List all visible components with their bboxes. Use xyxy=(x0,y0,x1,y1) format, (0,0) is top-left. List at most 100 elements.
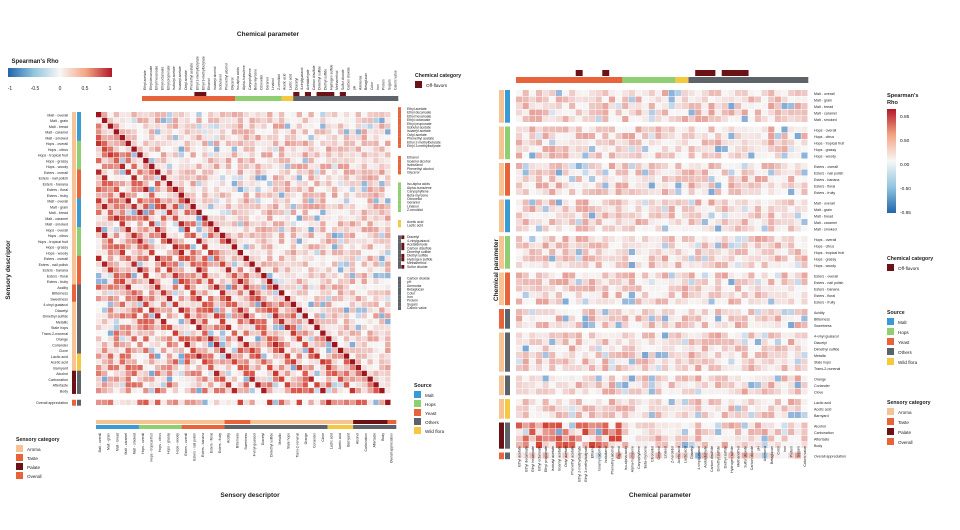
left-heat-cell xyxy=(166,382,173,388)
right-heat-cell xyxy=(549,139,556,146)
left-heat-cell xyxy=(125,388,131,394)
left-heat-cell xyxy=(160,376,167,382)
left-heat-cell xyxy=(131,163,137,169)
left-row-label: Bitterness xyxy=(52,292,68,296)
left-heat-cell xyxy=(214,209,220,215)
left-heat-cell xyxy=(149,342,155,348)
right-row-category-cell xyxy=(499,375,504,383)
right-heat-cell xyxy=(721,103,728,109)
right-heat-cell xyxy=(542,116,549,122)
right-heat-cell xyxy=(774,322,781,328)
left-heat-cell xyxy=(385,278,391,284)
left-heat-cell xyxy=(267,273,273,279)
left-heat-cell xyxy=(166,192,173,198)
left-heat-cell xyxy=(255,192,261,198)
left-heat-cell xyxy=(225,140,232,146)
right-heat-cell xyxy=(622,96,629,103)
left-row-category-cell xyxy=(72,123,76,130)
right-heat-cell xyxy=(589,206,596,212)
right-heat-cell xyxy=(595,163,602,169)
right-heat-cell xyxy=(642,146,649,152)
right-heat-cell xyxy=(595,219,602,225)
left-heat-cell xyxy=(202,163,208,169)
left-heat-cell xyxy=(178,238,184,244)
left-heat-cell xyxy=(196,301,202,307)
left-top-chemical-label: Sugars xyxy=(387,79,391,90)
right-top-source-cell xyxy=(662,77,669,83)
left-heat-cell xyxy=(261,336,267,342)
left-heat-cell xyxy=(308,169,314,175)
left-heat-cell xyxy=(355,158,361,164)
right-heat-cell xyxy=(529,109,536,116)
left-heat-cell xyxy=(296,123,302,129)
left-heat-cell xyxy=(320,301,326,307)
right-heat-cell xyxy=(768,279,775,285)
left-heat-cell xyxy=(314,313,320,319)
right-heat-cell xyxy=(582,339,589,345)
left-top-source-cell xyxy=(223,96,230,101)
left-heat-cell xyxy=(255,365,261,371)
right-heat-cell xyxy=(735,358,742,365)
left-heat-cell xyxy=(155,370,161,376)
left-heat-cell xyxy=(308,290,314,296)
left-row-label: Hops - overall xyxy=(46,228,68,232)
left-heat-cell xyxy=(196,186,202,192)
right-heat-cell xyxy=(741,375,748,382)
right-heat-cell xyxy=(681,126,689,133)
right-heat-cell xyxy=(628,358,635,365)
left-heat-cell xyxy=(243,330,249,336)
right-heat-cell xyxy=(516,262,523,268)
left-row-source-cell xyxy=(77,376,81,383)
left-heat-cell xyxy=(308,129,314,135)
right-heat-cell xyxy=(748,199,755,206)
left-heat-cell xyxy=(261,370,267,376)
right-heat-cell xyxy=(801,272,808,279)
right-row-source-cell xyxy=(505,103,510,110)
left-heat-cell xyxy=(302,347,308,353)
right-heat-cell xyxy=(569,90,576,96)
right-heat-cell xyxy=(655,225,662,232)
left-heat-cell xyxy=(284,175,291,181)
right-row-category-cell xyxy=(499,189,504,196)
left-heat-cell xyxy=(137,382,143,388)
right-heat-cell xyxy=(522,255,529,262)
left-heat-cell xyxy=(278,273,285,279)
right-heat-cell xyxy=(708,96,715,103)
left-heat-cell xyxy=(349,123,356,129)
right-heat-cell xyxy=(741,279,748,285)
left-heat-cell xyxy=(96,255,102,261)
left-bottom-source-cell xyxy=(318,425,328,429)
right-heat-cell xyxy=(695,176,702,182)
left-heat-cell xyxy=(149,388,155,394)
left-row-label: Dimethyl sulfide xyxy=(43,315,68,319)
left-heat-cell xyxy=(255,313,261,319)
left-heat-cell xyxy=(290,370,297,376)
left-heat-cell xyxy=(302,250,308,256)
left-heat-cell xyxy=(219,198,226,204)
left-heat-cell xyxy=(225,324,232,330)
right-heat-cell xyxy=(681,292,689,298)
left-heat-cell xyxy=(107,370,114,376)
right-heat-cell xyxy=(695,358,702,365)
right-heat-cell xyxy=(635,382,642,388)
left-heat-cell xyxy=(249,221,255,227)
left-heat-cell xyxy=(160,146,167,152)
left-top-chemical-label: Lactic acid xyxy=(289,74,293,90)
left-heat-cell xyxy=(267,209,273,215)
left-row-category-cell xyxy=(72,307,76,314)
left-bottom-category-cell xyxy=(173,420,183,424)
left-right-source-cell xyxy=(398,280,401,285)
right-heat-cell xyxy=(728,96,735,103)
right-heat-cell xyxy=(741,212,748,219)
left-heat-cell xyxy=(184,186,190,192)
left-heat-cell xyxy=(284,353,291,359)
right-heat-cell xyxy=(535,236,543,242)
right-top-source-cell xyxy=(542,77,550,83)
left-heat-cell xyxy=(267,307,273,313)
left-heat-cell xyxy=(113,204,120,210)
left-heat-cell xyxy=(149,117,155,123)
right-heat-cell xyxy=(555,375,562,382)
left-heat-cell xyxy=(255,359,261,365)
left-heat-cell xyxy=(373,221,379,227)
right-heat-cell xyxy=(735,365,742,371)
